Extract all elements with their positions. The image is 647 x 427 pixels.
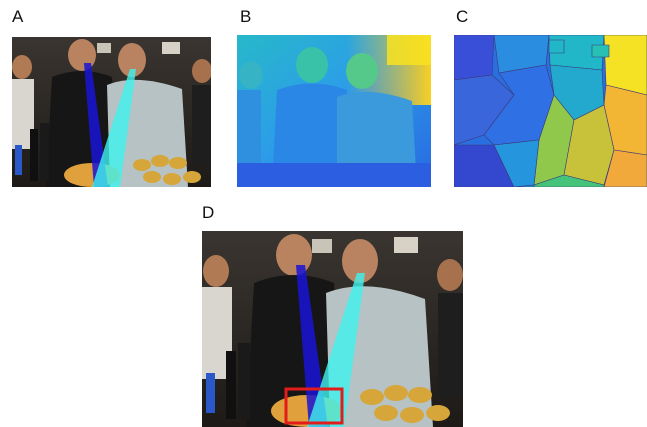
wall-screen xyxy=(162,42,180,54)
wall-screen xyxy=(394,237,418,253)
person-head xyxy=(118,43,146,77)
panel-b-svg xyxy=(237,35,431,187)
panel-c-segmentation xyxy=(454,35,647,187)
panel-label-d: D xyxy=(202,203,215,222)
person-head xyxy=(342,239,378,283)
panel-a-photo xyxy=(12,37,211,187)
panel-c-svg xyxy=(454,35,647,187)
gaze-cone-light xyxy=(92,69,136,187)
gaze-cone-dark xyxy=(296,265,328,427)
target-box xyxy=(284,387,344,425)
wall-screen xyxy=(97,43,111,53)
wall-screen xyxy=(312,239,332,253)
panel-b-depth-map xyxy=(237,35,431,187)
panel-label-a: A xyxy=(12,7,24,26)
panel-a-svg xyxy=(12,37,211,187)
panel-d-photo xyxy=(202,231,463,427)
panel-label-b: B xyxy=(240,7,252,26)
panel-label-c: C xyxy=(456,7,469,26)
person-head xyxy=(68,39,96,71)
person-head xyxy=(276,234,312,276)
panel-d-svg xyxy=(202,231,463,427)
